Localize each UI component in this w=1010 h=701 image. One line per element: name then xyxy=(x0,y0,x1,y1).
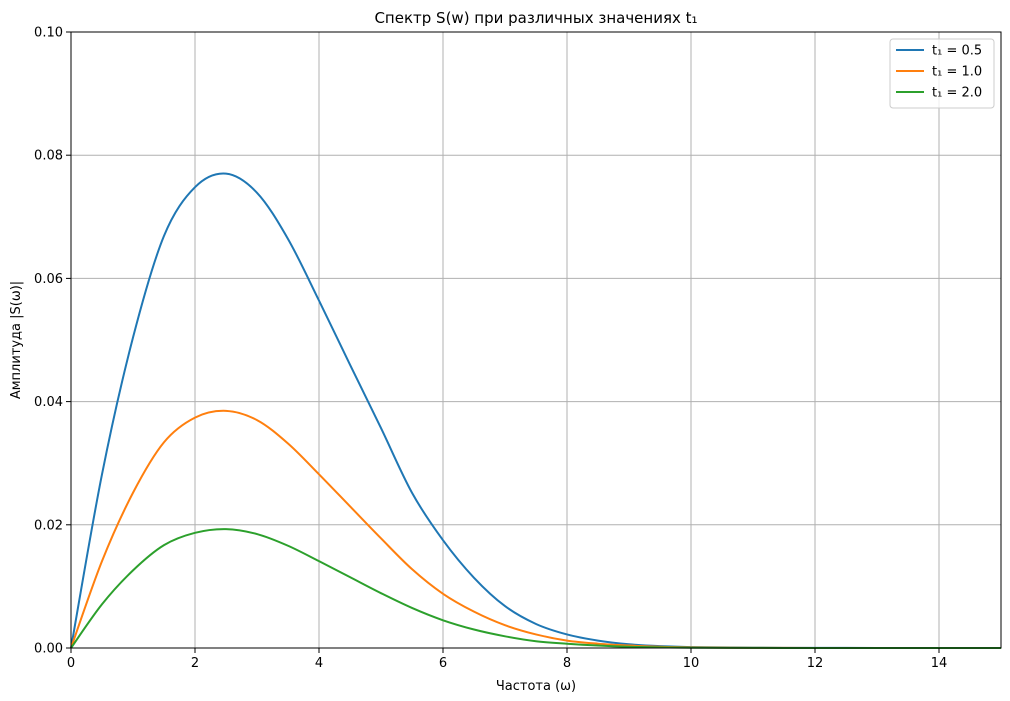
y-tick-label: 0.10 xyxy=(34,26,63,41)
legend-label-2: t₁ = 1.0 xyxy=(932,65,982,80)
x-axis: 0 2 4 6 8 10 12 14 xyxy=(67,648,947,671)
x-axis-title: Частота (ω) xyxy=(496,679,576,694)
y-tick-label: 0.02 xyxy=(34,518,63,533)
x-tick-label: 14 xyxy=(931,656,948,671)
y-axis: 0.00 0.02 0.04 0.06 0.08 0.10 xyxy=(34,26,71,657)
x-tick-label: 6 xyxy=(439,656,447,671)
x-tick-label: 8 xyxy=(563,656,571,671)
y-axis-title: Амплитуда |S(ω)| xyxy=(9,281,24,399)
x-tick-label: 12 xyxy=(807,656,824,671)
x-tick-label: 2 xyxy=(191,656,199,671)
x-tick-label: 4 xyxy=(315,656,323,671)
x-tick-label: 0 xyxy=(67,656,75,671)
legend-label-3: t₁ = 2.0 xyxy=(932,86,982,101)
plot-frame xyxy=(70,31,1002,649)
legend: t₁ = 0.5 t₁ = 1.0 t₁ = 2.0 xyxy=(889,38,995,109)
y-tick-label: 0.00 xyxy=(34,642,63,657)
chart-title: Спектр S(w) при различных значениях t₁ xyxy=(374,9,697,27)
legend-box xyxy=(889,38,995,109)
y-tick-label: 0.08 xyxy=(34,149,63,164)
legend-label-1: t₁ = 0.5 xyxy=(932,44,982,59)
y-tick-label: 0.04 xyxy=(34,395,63,410)
x-tick-label: 10 xyxy=(683,656,700,671)
y-tick-label: 0.06 xyxy=(34,272,63,287)
